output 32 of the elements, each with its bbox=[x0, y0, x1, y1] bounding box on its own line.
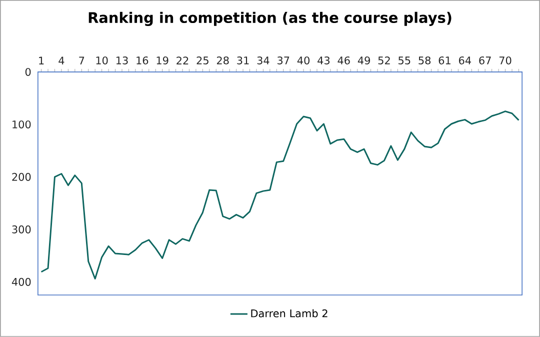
x-tick-label: 70 bbox=[499, 56, 512, 64]
x-tick-label: 25 bbox=[196, 56, 208, 64]
x-tick-label: 16 bbox=[136, 56, 148, 64]
x-tick-label: 37 bbox=[278, 56, 290, 64]
chart-title: Ranking in competition (as the course plays) bbox=[88, 12, 452, 26]
x-tick-label: 31 bbox=[237, 56, 249, 64]
x-tick-label: 22 bbox=[176, 56, 188, 64]
x-tick-label: 28 bbox=[216, 56, 229, 64]
x-tick-label: 10 bbox=[96, 56, 108, 64]
y-tick-label: 200 bbox=[12, 172, 31, 181]
x-tick-label: 67 bbox=[479, 56, 491, 64]
x-tick-label: 52 bbox=[378, 56, 390, 64]
x-tick-label: 61 bbox=[438, 56, 450, 64]
y-tick-label: 100 bbox=[12, 120, 31, 128]
x-tick-label: 40 bbox=[297, 56, 310, 64]
x-tick-label: 4 bbox=[58, 56, 64, 64]
x-tick-label: 1 bbox=[39, 56, 44, 64]
x-tick-label: 13 bbox=[116, 56, 128, 64]
y-tick-label: 300 bbox=[12, 225, 31, 234]
x-tick-label: 58 bbox=[418, 56, 431, 64]
x-tick-label: 7 bbox=[79, 56, 84, 64]
y-tick-label: 400 bbox=[12, 278, 31, 286]
x-tick-label: 46 bbox=[338, 56, 350, 64]
y-tick-label: 0 bbox=[25, 68, 31, 76]
x-tick-label: 19 bbox=[156, 56, 168, 64]
x-tick-label: 43 bbox=[318, 56, 330, 64]
x-tick-label: 55 bbox=[398, 56, 410, 64]
x-tick-label: 49 bbox=[358, 56, 370, 64]
x-tick-label: 64 bbox=[459, 56, 471, 64]
legend-label: Darren Lamb 2 bbox=[251, 309, 328, 318]
x-tick-label: 34 bbox=[257, 56, 270, 64]
line-series bbox=[40, 110, 520, 280]
